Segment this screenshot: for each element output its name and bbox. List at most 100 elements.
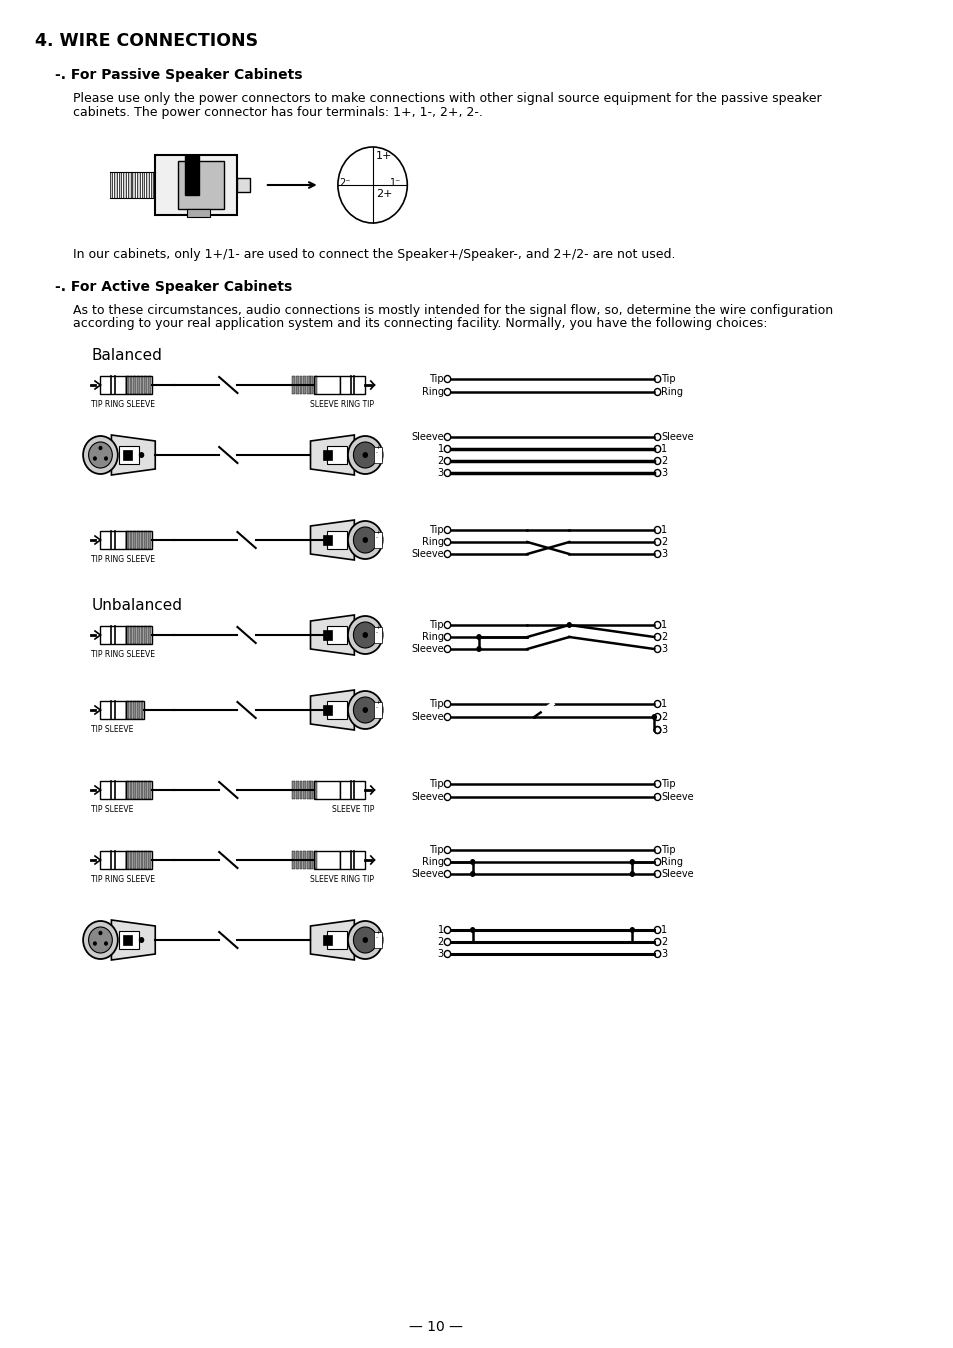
Text: TIP SLEEVE: TIP SLEEVE bbox=[91, 805, 133, 814]
Bar bbox=[130, 851, 132, 869]
Bar bbox=[146, 173, 149, 198]
Text: 3: 3 bbox=[437, 468, 443, 479]
Circle shape bbox=[348, 435, 382, 474]
Text: +
-: + - bbox=[375, 530, 379, 541]
Text: — 10 —: — 10 — bbox=[408, 1320, 462, 1335]
Bar bbox=[140, 625, 143, 644]
Text: Ring: Ring bbox=[660, 857, 682, 867]
Bar bbox=[314, 376, 339, 394]
Bar bbox=[299, 851, 302, 869]
Bar bbox=[144, 531, 147, 549]
Bar bbox=[292, 851, 294, 869]
Text: 2: 2 bbox=[660, 456, 667, 466]
Circle shape bbox=[89, 442, 112, 468]
Bar bbox=[323, 450, 332, 460]
Bar bbox=[126, 780, 129, 799]
Text: 1: 1 bbox=[660, 524, 666, 535]
Bar bbox=[148, 376, 151, 394]
Bar bbox=[133, 625, 136, 644]
Polygon shape bbox=[310, 690, 354, 731]
Text: Ring: Ring bbox=[421, 857, 443, 867]
Bar bbox=[148, 851, 151, 869]
Circle shape bbox=[470, 871, 475, 878]
Bar bbox=[137, 625, 139, 644]
Text: 2: 2 bbox=[437, 456, 443, 466]
Bar bbox=[323, 936, 332, 945]
Circle shape bbox=[353, 927, 376, 953]
Circle shape bbox=[83, 921, 117, 958]
Circle shape bbox=[629, 859, 635, 865]
Bar bbox=[126, 625, 152, 644]
Bar bbox=[126, 531, 152, 549]
Bar bbox=[178, 160, 224, 209]
Bar bbox=[140, 376, 143, 394]
Text: Tip: Tip bbox=[429, 373, 443, 384]
Text: Tip: Tip bbox=[429, 845, 443, 855]
Bar bbox=[295, 851, 298, 869]
Text: +
-: + - bbox=[375, 624, 379, 635]
Bar bbox=[110, 173, 112, 198]
Text: Please use only the power connectors to make connections with other signal sourc: Please use only the power connectors to … bbox=[73, 92, 821, 105]
Bar bbox=[126, 851, 129, 869]
Polygon shape bbox=[310, 615, 354, 655]
Bar bbox=[130, 625, 132, 644]
Circle shape bbox=[104, 941, 108, 946]
Text: 2: 2 bbox=[660, 537, 667, 547]
Bar bbox=[126, 851, 152, 869]
Text: Tip: Tip bbox=[660, 845, 675, 855]
Text: TIP RING SLEEVE: TIP RING SLEEVE bbox=[91, 400, 155, 408]
Text: Sleeve: Sleeve bbox=[411, 549, 443, 559]
Text: Tip: Tip bbox=[429, 620, 443, 630]
Bar bbox=[126, 376, 152, 394]
Bar bbox=[144, 376, 147, 394]
Bar bbox=[148, 531, 151, 549]
Bar bbox=[133, 780, 136, 799]
Bar bbox=[314, 851, 316, 869]
Circle shape bbox=[348, 921, 382, 958]
Text: SLEEVE TIP: SLEEVE TIP bbox=[332, 805, 374, 814]
Text: 1+: 1+ bbox=[375, 151, 393, 160]
Circle shape bbox=[362, 632, 368, 638]
Bar bbox=[148, 780, 151, 799]
Bar bbox=[130, 376, 132, 394]
Text: Ring: Ring bbox=[421, 632, 443, 642]
Circle shape bbox=[629, 871, 635, 878]
Bar bbox=[100, 851, 126, 869]
Bar bbox=[307, 851, 310, 869]
Bar bbox=[292, 376, 294, 394]
Text: 3: 3 bbox=[660, 725, 666, 735]
Text: Sleeve: Sleeve bbox=[660, 869, 693, 879]
Bar bbox=[130, 531, 132, 549]
Circle shape bbox=[104, 457, 108, 461]
Bar bbox=[140, 701, 143, 718]
Circle shape bbox=[566, 621, 572, 628]
Bar bbox=[118, 173, 121, 198]
Circle shape bbox=[651, 714, 657, 720]
Text: Tip: Tip bbox=[429, 700, 443, 709]
Text: SLEEVE RING TIP: SLEEVE RING TIP bbox=[310, 400, 374, 408]
Text: according to your real application system and its connecting facility. Normally,: according to your real application syste… bbox=[73, 317, 767, 330]
Text: -. For Active Speaker Cabinets: -. For Active Speaker Cabinets bbox=[54, 280, 292, 294]
Bar bbox=[144, 851, 147, 869]
Text: Sleeve: Sleeve bbox=[411, 869, 443, 879]
Bar bbox=[137, 701, 139, 718]
Bar bbox=[126, 701, 144, 718]
Bar bbox=[327, 531, 347, 549]
Circle shape bbox=[362, 937, 368, 944]
Text: Sleeve: Sleeve bbox=[660, 431, 693, 442]
Bar bbox=[132, 173, 135, 198]
Text: 1: 1 bbox=[437, 925, 443, 936]
Circle shape bbox=[629, 927, 635, 933]
Text: 2+: 2+ bbox=[375, 189, 393, 200]
Text: TIP SLEEVE: TIP SLEEVE bbox=[91, 725, 133, 735]
Bar bbox=[310, 851, 313, 869]
Circle shape bbox=[348, 520, 382, 559]
Bar bbox=[151, 173, 153, 198]
Text: 3: 3 bbox=[437, 949, 443, 958]
Bar bbox=[137, 173, 139, 198]
Bar bbox=[374, 702, 381, 718]
Bar bbox=[126, 376, 129, 394]
Bar bbox=[130, 780, 132, 799]
Bar bbox=[100, 701, 126, 718]
Bar bbox=[307, 376, 310, 394]
